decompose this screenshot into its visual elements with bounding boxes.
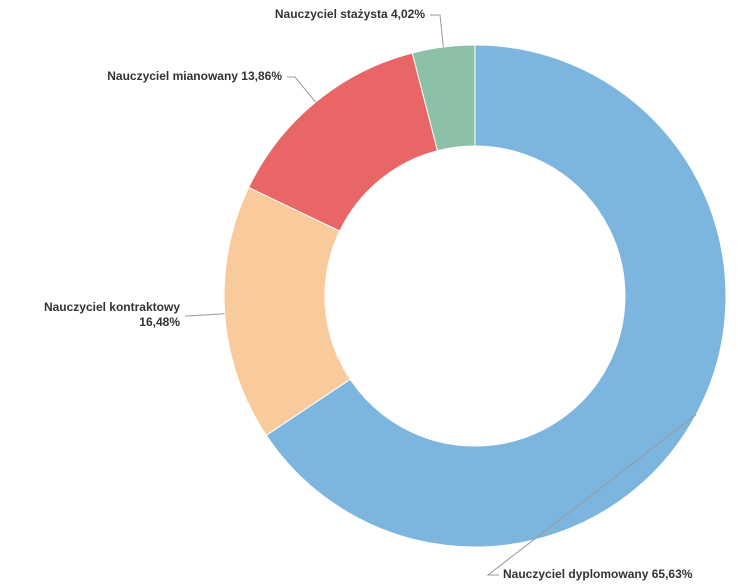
leader-line: [430, 14, 444, 48]
donut-slice: [411, 44, 476, 152]
data-label: Nauczyciel mianowany 13,86%: [107, 69, 282, 83]
label-name: Nauczyciel stażysta: [275, 7, 388, 21]
data-label: Nauczyciel kontraktowy 16,48%: [44, 300, 180, 329]
label-value: 65,63%: [652, 567, 693, 581]
label-value: 4,02%: [391, 7, 425, 21]
data-label: Nauczyciel stażysta 4,02%: [275, 7, 425, 21]
label-name: Nauczyciel dyplomowany: [503, 567, 649, 581]
donut-slice: [265, 44, 727, 548]
label-value: 13,86%: [241, 69, 282, 83]
label-name: Nauczyciel kontraktowy: [44, 300, 180, 314]
data-label: Nauczyciel dyplomowany 65,63%: [503, 567, 693, 581]
leader-line: [185, 313, 225, 317]
leader-line: [486, 414, 697, 576]
label-name: Nauczyciel mianowany: [107, 69, 238, 83]
leader-line: [287, 76, 316, 103]
label-value: 16,48%: [139, 315, 180, 329]
